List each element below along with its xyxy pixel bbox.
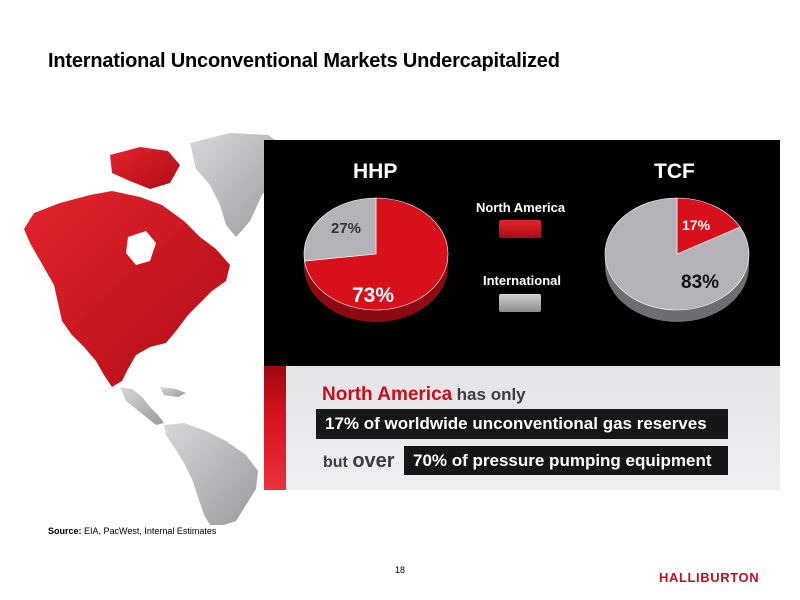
central-america-shape <box>120 387 164 425</box>
north-america-shape <box>24 191 230 387</box>
slide-title: International Unconventional Markets Und… <box>48 50 560 72</box>
hhp-pie-chart <box>303 197 449 323</box>
hhp-international-label: 27% <box>331 220 362 237</box>
callout-over-text: over <box>352 450 395 472</box>
callout-but-text: but <box>323 454 348 471</box>
halliburton-logo: HALLIBURTON <box>659 570 760 585</box>
tcf-chart-title: TCF <box>654 160 695 183</box>
callout-accent-bar <box>264 366 286 490</box>
greenland-shape <box>190 133 285 237</box>
callout-line-3: but over <box>323 450 395 473</box>
callout-equipment-bar: 70% of pressure pumping equipment <box>404 446 728 475</box>
americas-map <box>24 133 285 525</box>
hhp-chart-title: HHP <box>353 160 398 183</box>
legend-swatch-international <box>499 294 541 312</box>
callout-reserves-bar: 17% of worldwide unconventional gas rese… <box>316 409 728 439</box>
hhp-north-america-label: 73% <box>352 284 395 307</box>
hudson-bay-shape <box>126 231 156 265</box>
callout-line-1: North America has only <box>322 384 526 406</box>
tcf-international-label: 83% <box>681 272 720 293</box>
source-label: Source: <box>48 526 82 536</box>
tcf-north-america-label: 17% <box>682 217 711 233</box>
callout-north-america-text: North America <box>322 384 453 405</box>
legend-swatch-north-america <box>499 220 541 238</box>
legend-label-north-america: North America <box>476 200 566 215</box>
pie-slice-international <box>303 197 377 262</box>
pie-slice-north-america <box>676 197 741 255</box>
tcf-pie-chart <box>604 197 750 322</box>
source-note: Source: EIA, PacWest, Internal Estimates <box>48 526 216 536</box>
south-america-shape <box>164 423 258 525</box>
pie-slice-international <box>604 197 750 311</box>
caribbean-shape <box>160 387 186 397</box>
pie-side-north-america <box>304 254 448 323</box>
legend-label-international: International <box>483 273 562 288</box>
arctic-islands-shape <box>110 147 180 189</box>
callout-has-only-text: has only <box>456 385 526 404</box>
pie-side-international <box>605 254 749 322</box>
page-number: 18 <box>394 565 405 575</box>
source-text: EIA, PacWest, Internal Estimates <box>84 526 217 536</box>
